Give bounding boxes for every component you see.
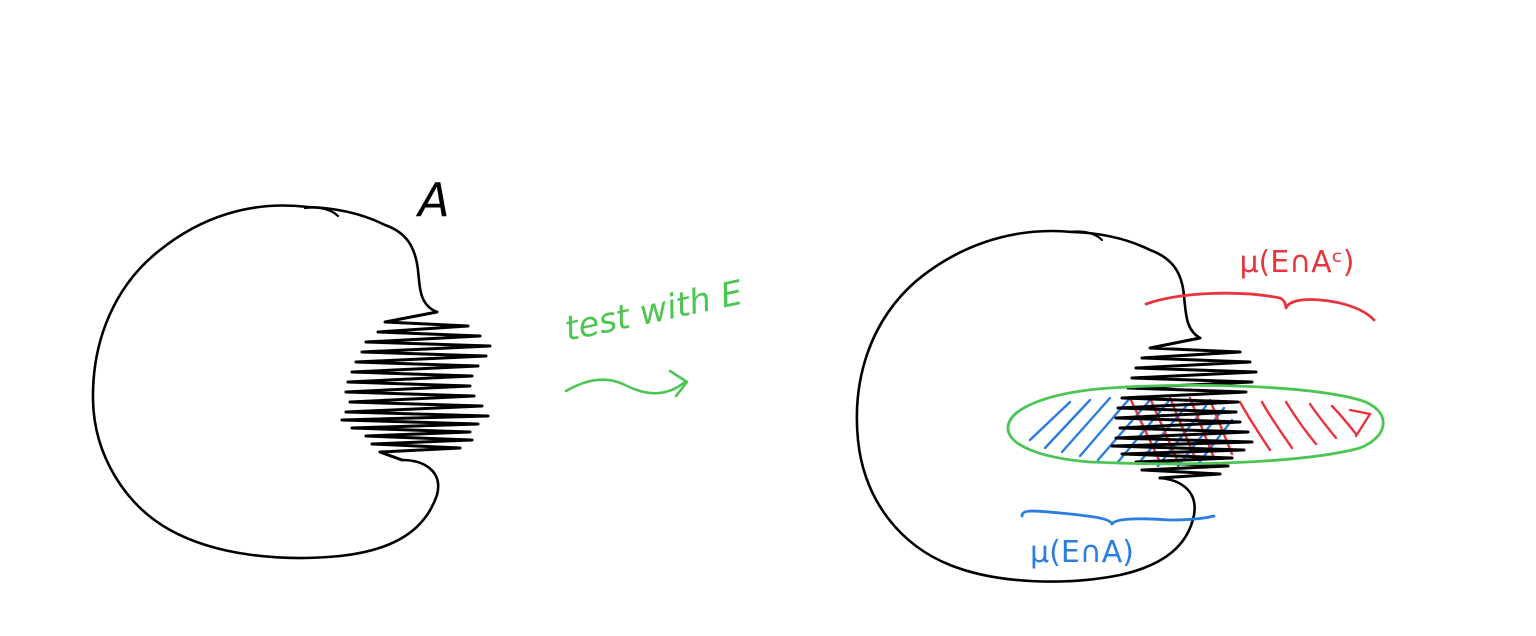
- left-figure: A: [91, 173, 492, 560]
- squiggle-arrow-icon: [564, 369, 689, 398]
- right-figure: μ(E∩Aᶜ) μ(E∩A): [855, 229, 1385, 583]
- complement-measure-label: μ(E∩Aᶜ): [1239, 245, 1354, 280]
- set-a-label: A: [415, 173, 449, 227]
- set-a-copy-top-tick: [1068, 230, 1104, 242]
- intersection-brace: [1020, 509, 1216, 526]
- set-a-copy-jagged-boundary: [1110, 336, 1258, 480]
- intersection-measure-label: μ(E∩A): [1030, 535, 1134, 570]
- complement-brace: [1144, 291, 1376, 322]
- test-set-e-outline: [1006, 383, 1385, 466]
- transition-arrow-group: test with E: [561, 273, 747, 398]
- arrow-caption: test with E: [561, 273, 746, 350]
- set-a-top-tick: [303, 206, 340, 218]
- set-a-outline: [91, 204, 440, 560]
- set-a-outline-copy: [855, 229, 1202, 583]
- set-a-jagged-boundary: [340, 310, 492, 462]
